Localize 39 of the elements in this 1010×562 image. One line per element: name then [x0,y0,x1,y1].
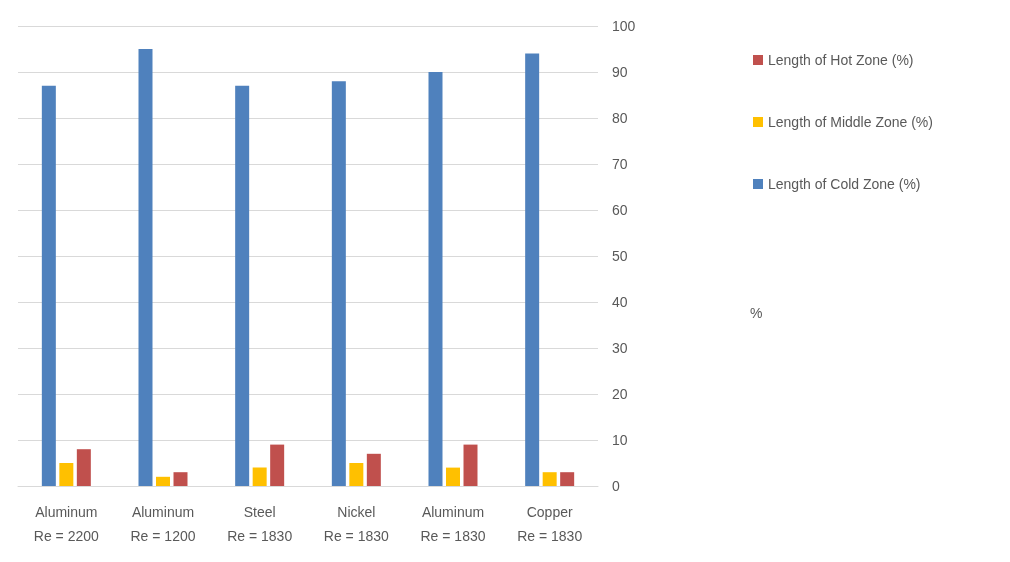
bar [235,85,250,486]
x-tick-label: Steel Re = 1830 [227,504,293,544]
bar [41,85,56,486]
bar [428,72,443,486]
bar [542,472,557,486]
y-tick-label: 20 [612,386,628,402]
y-tick-label: 60 [612,202,628,218]
y-tick-label: 80 [612,110,628,126]
bar [252,467,267,486]
bar [463,444,478,486]
bar [349,463,364,486]
bar [366,453,381,486]
x-tick-label: Aluminum Re = 1200 [130,504,196,544]
legend-label: Length of Cold Zone (%) [768,176,921,192]
bar [138,49,153,486]
y-tick-label: 40 [612,294,628,310]
bar [525,53,540,486]
bar [331,81,346,486]
y-tick-label: 30 [612,340,628,356]
x-tick-label: Copper Re = 1830 [517,504,583,544]
y-tick-label: 0 [612,478,620,494]
y-tick-label: 90 [612,64,628,80]
x-tick-label: Nickel Re = 1830 [323,504,390,544]
bar [156,476,170,486]
bar [76,449,91,486]
bar [270,444,285,486]
x-tick-label: Aluminum Re = 1830 [420,504,486,544]
y-tick-label: 70 [612,156,628,172]
text: % [750,305,763,321]
bar [173,472,188,486]
x-tick-label: Aluminum Re = 2200 [33,504,100,544]
y-tick-label: 50 [612,248,628,264]
bar [560,472,575,486]
y-tick-label: 100 [612,18,636,34]
legend-label: Length of Hot Zone (%) [768,52,914,68]
bar [59,463,74,486]
bar [446,467,460,486]
y-tick-label: 10 [612,432,628,448]
legend-label: Length of Middle Zone (%) [768,114,933,130]
